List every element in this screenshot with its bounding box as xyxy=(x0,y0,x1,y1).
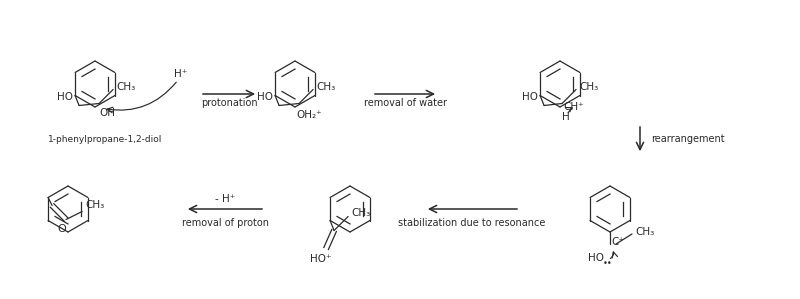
Text: HO: HO xyxy=(257,92,273,103)
Text: H: H xyxy=(562,112,570,123)
Text: HO: HO xyxy=(588,253,604,263)
Text: HO⁺: HO⁺ xyxy=(310,254,332,263)
Text: CH₃: CH₃ xyxy=(351,208,370,219)
Text: CH₃: CH₃ xyxy=(86,201,105,210)
Text: protonation: protonation xyxy=(201,98,258,108)
Text: CH₃: CH₃ xyxy=(317,82,336,91)
Text: OH₂⁺: OH₂⁺ xyxy=(296,111,322,120)
Text: removal of water: removal of water xyxy=(363,98,446,108)
Text: ••: •• xyxy=(603,260,613,269)
Text: CH⁺: CH⁺ xyxy=(564,103,584,112)
Text: - H⁺: - H⁺ xyxy=(215,194,235,204)
Text: OH: OH xyxy=(99,109,115,118)
Text: CH₃: CH₃ xyxy=(117,82,136,91)
Text: H⁺: H⁺ xyxy=(174,69,188,79)
Text: 1-phenylpropane-1,2-diol: 1-phenylpropane-1,2-diol xyxy=(48,135,162,144)
Text: C⁺: C⁺ xyxy=(611,237,625,247)
Text: CH₃: CH₃ xyxy=(579,82,598,91)
Text: O: O xyxy=(58,225,66,234)
Text: removal of proton: removal of proton xyxy=(182,218,269,228)
Text: stabilization due to resonance: stabilization due to resonance xyxy=(398,218,546,228)
Text: HO: HO xyxy=(57,92,73,103)
Text: CH₃: CH₃ xyxy=(635,227,654,237)
Text: rearrangement: rearrangement xyxy=(651,134,725,144)
Text: HO: HO xyxy=(522,92,538,103)
